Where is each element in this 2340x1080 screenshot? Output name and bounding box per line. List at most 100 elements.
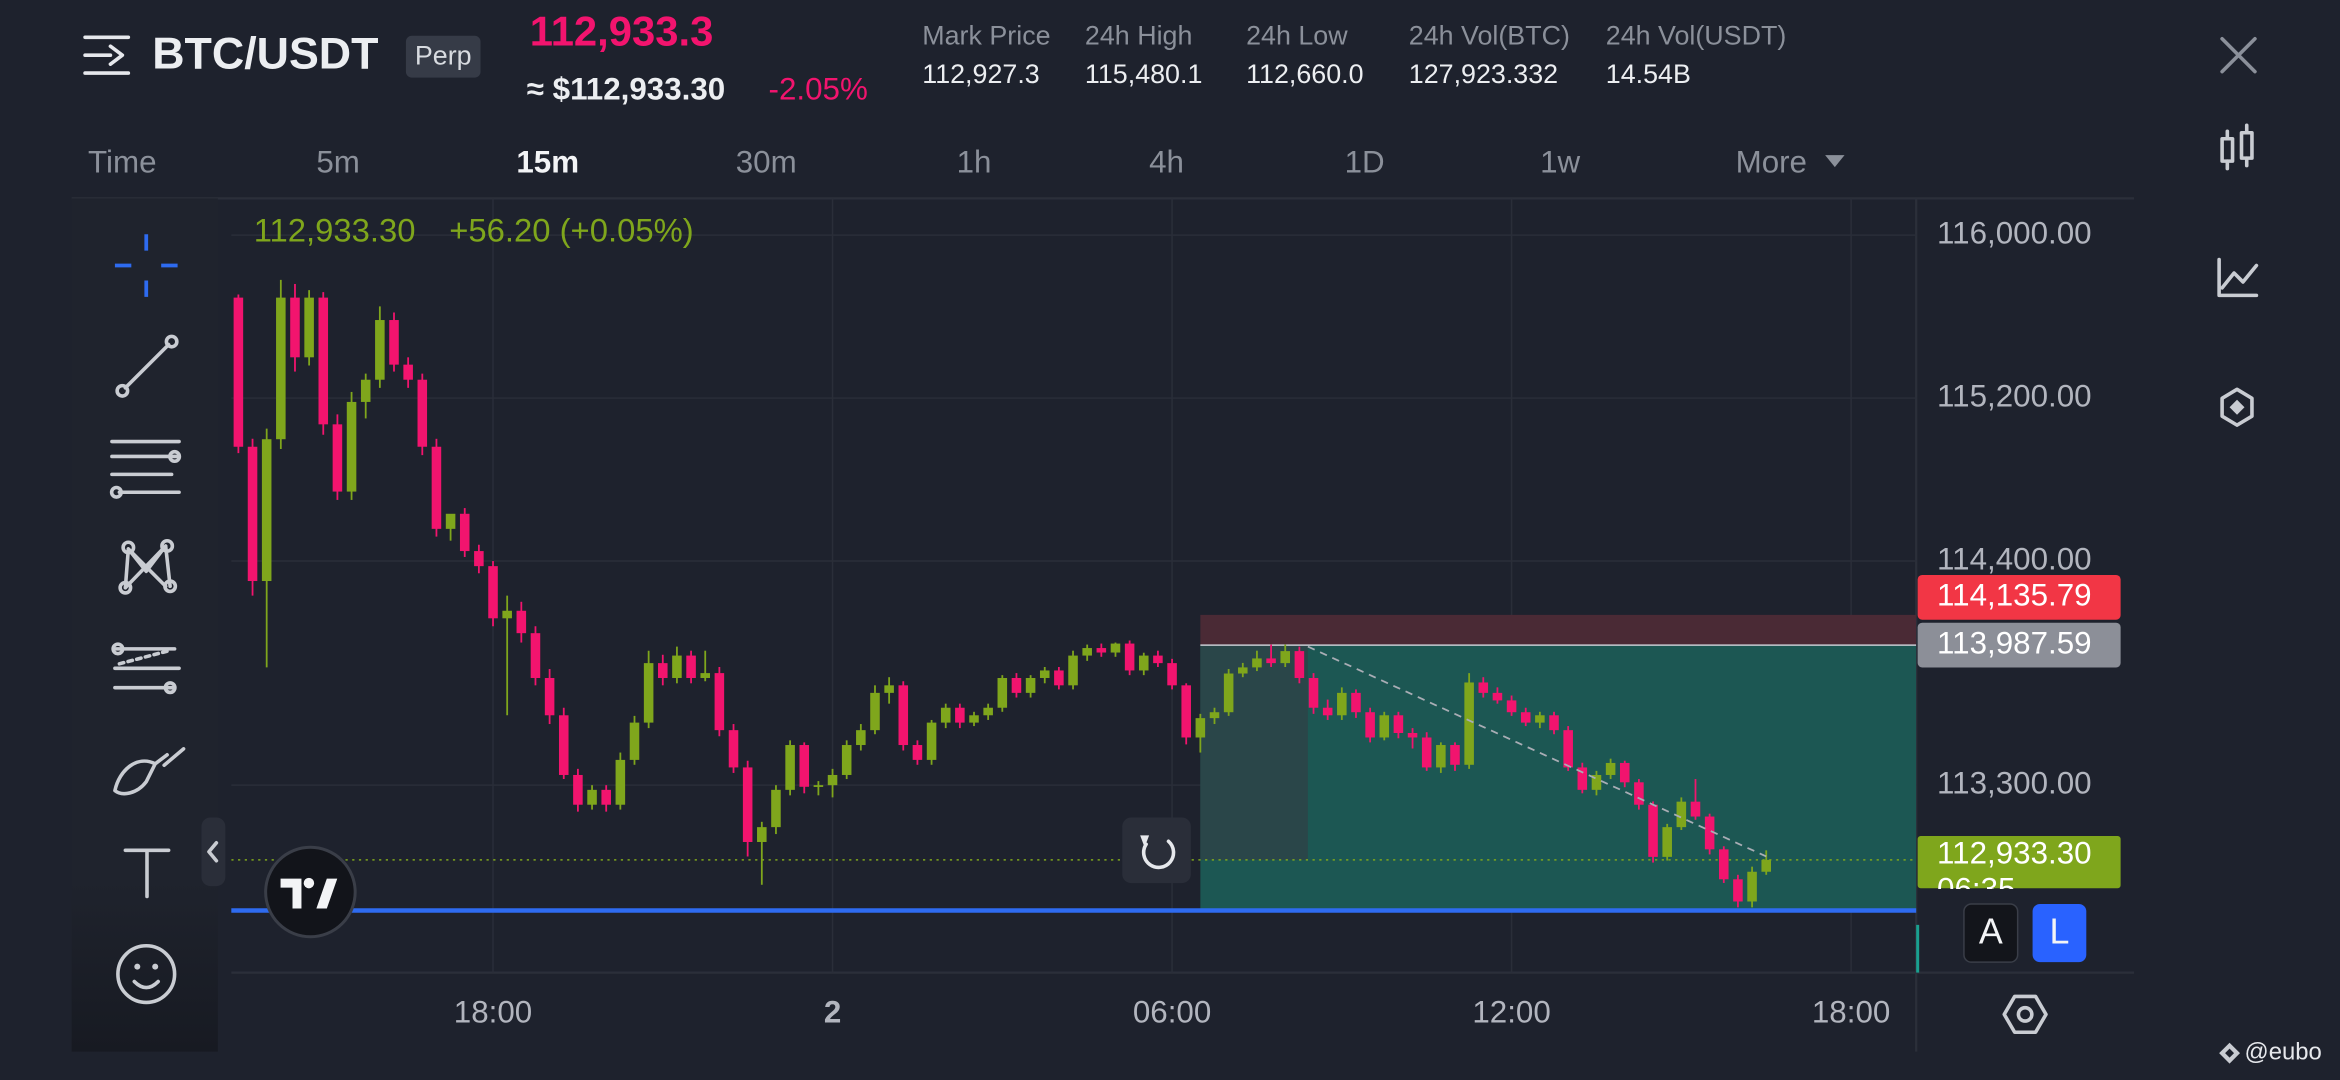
candle-body (459, 513, 470, 552)
interval-tab[interactable]: 5m (316, 144, 360, 179)
candle-body (1492, 692, 1503, 701)
brush-tool[interactable] (113, 747, 186, 796)
candle-body (445, 513, 456, 529)
mode-button[interactable] (2032, 903, 2087, 963)
collapse-toolbar[interactable] (201, 817, 226, 887)
interval-tab[interactable]: 1D (1345, 144, 1385, 179)
candle-body (1025, 677, 1036, 693)
candle-body (516, 610, 527, 634)
trend-line-tool[interactable] (115, 334, 179, 398)
symbol[interactable]: BTC/USDT (152, 29, 378, 79)
trend-line (1307, 645, 1767, 858)
reset-view-button[interactable] (1122, 817, 1191, 884)
candle-body (1138, 655, 1149, 671)
candle-body (1436, 745, 1446, 768)
y-tick-label: 116,000.00 (1937, 215, 2092, 250)
interval-tab[interactable]: 15m (516, 144, 579, 179)
interval-tab[interactable]: 1h (957, 144, 992, 179)
chart-settings-button[interactable] (2002, 994, 2048, 1035)
settings-button[interactable] (2220, 387, 2254, 427)
stats: Mark Price 112,927.3 24h High 115,480.1 24h … (922, 20, 1786, 89)
candle-body (1252, 658, 1262, 668)
candle-body (431, 446, 442, 529)
stat-label: 24h High (1085, 20, 1192, 50)
candle-body (1068, 655, 1078, 686)
candle-body (1591, 774, 1602, 790)
candle-body (728, 730, 739, 768)
target-zone (1200, 645, 1917, 910)
interval-tabs: Time 5m 15m 30m 1h 4h 1D 1w More (88, 144, 1845, 179)
candle-body (1690, 801, 1701, 817)
crosshair-tool[interactable] (114, 234, 178, 297)
mode-button[interactable] (1963, 903, 2019, 963)
candle-body (1549, 715, 1559, 731)
candle-body (1407, 733, 1418, 738)
candle-body (1704, 816, 1715, 850)
candle-body (375, 320, 385, 380)
candle-body (1577, 767, 1588, 790)
candle-body (1733, 879, 1743, 902)
pattern-tool[interactable] (118, 538, 178, 595)
stat-label: Mark Price (922, 20, 1050, 50)
price-chart: 18:00 2 06:00 12:00 18:00 116,000.00 115,200.0… (231, 198, 2135, 1052)
candle-body (1464, 682, 1474, 765)
candle-body (1167, 663, 1177, 686)
drawing-toolbar (71, 198, 218, 1052)
contract-badge (405, 35, 481, 78)
text-tool[interactable] (123, 848, 171, 899)
candle-body (417, 379, 428, 447)
menu-icon[interactable] (83, 35, 131, 75)
stat-label: 24h Low (1246, 20, 1348, 50)
candle-body (926, 722, 937, 760)
interval-tab[interactable]: 4h (1149, 144, 1184, 179)
candle-body (1209, 712, 1220, 719)
candle-body (629, 722, 640, 760)
usd-price: ≈ $112,933.30 (527, 71, 725, 106)
candle-body (870, 692, 880, 731)
candle-body (1351, 692, 1361, 713)
contract-type: Perp (415, 41, 472, 71)
chart-type-button[interactable] (2220, 123, 2254, 171)
candle-body (785, 745, 795, 790)
candle-body (1619, 762, 1630, 783)
candle-body (233, 297, 244, 447)
dropdown-arrow (1825, 155, 1845, 168)
tradingview-logo[interactable] (264, 845, 357, 939)
indicators-button[interactable] (2217, 257, 2259, 298)
candle-body (530, 633, 541, 678)
x-tick-label: 06:00 (1133, 995, 1211, 1030)
filled-zone (1200, 645, 1308, 860)
candle-body (658, 663, 668, 678)
candle-body (1747, 871, 1757, 902)
fib-tool[interactable] (109, 439, 182, 499)
interval-tab[interactable]: Time (88, 144, 156, 179)
stop-price-box (1917, 574, 2121, 620)
candle-body (1761, 859, 1771, 872)
projection-tool[interactable] (111, 642, 181, 695)
candle-body (1181, 685, 1191, 738)
emoji-tool[interactable] (116, 943, 177, 1005)
last-price: 112,933.3 (530, 7, 714, 54)
candle-body (700, 673, 711, 678)
candle-body (290, 297, 300, 358)
y-tick-label: 114,400.00 (1937, 541, 2092, 576)
candle-body (983, 707, 993, 716)
interval-tab[interactable]: 30m (736, 144, 797, 179)
candle-body (955, 707, 965, 723)
watermark: @eubo (2244, 1038, 2321, 1065)
interval-tab[interactable]: More (1736, 144, 1807, 179)
candle-body (474, 551, 484, 567)
y-tick-label: 115,200.00 (1937, 378, 2092, 413)
candle-body (1676, 801, 1687, 828)
interval-tab[interactable]: 1w (1540, 144, 1580, 179)
x-tick-label: 12:00 (1472, 995, 1550, 1030)
last-price-label: 112,933.30 (1937, 836, 2092, 871)
candle-body (1195, 718, 1206, 738)
candle-body (1379, 715, 1390, 738)
candle-body (742, 767, 753, 843)
candle-body (1308, 677, 1319, 708)
countdown: 06:35 (1937, 871, 2015, 906)
candle-body (403, 364, 413, 380)
close-button[interactable] (2220, 36, 2257, 74)
